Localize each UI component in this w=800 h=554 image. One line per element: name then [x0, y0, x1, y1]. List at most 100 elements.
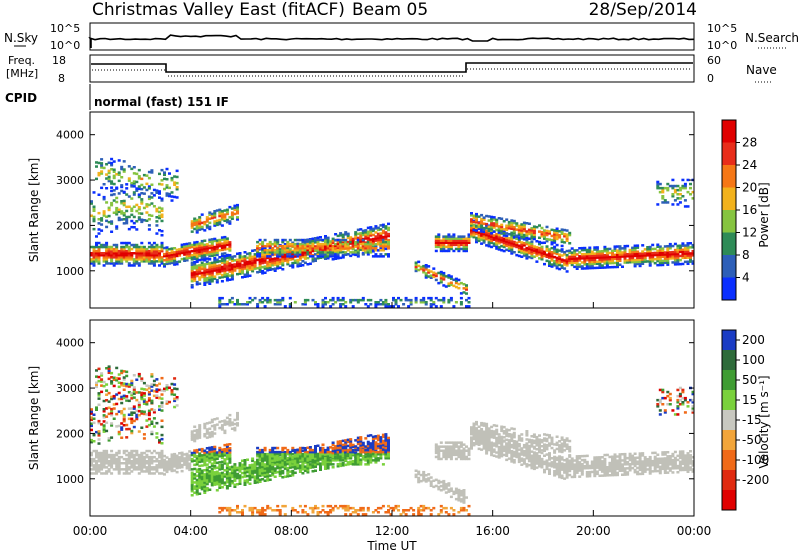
- data-cell: [115, 393, 119, 396]
- data-cell: [500, 227, 504, 231]
- data-cell: [293, 455, 297, 458]
- data-cell: [465, 288, 468, 291]
- data-cell: [273, 446, 277, 450]
- data-cell: [140, 410, 144, 413]
- data-cell: [324, 249, 327, 252]
- data-cell: [263, 459, 267, 462]
- data-cell: [193, 449, 197, 452]
- data-cell: [160, 247, 164, 251]
- data-cell: [366, 247, 370, 250]
- data-cell: [195, 428, 199, 432]
- data-cell: [180, 257, 184, 261]
- data-cell: [276, 458, 280, 462]
- data-cell: [598, 250, 602, 253]
- data-cell: [142, 249, 146, 253]
- data-cell: [281, 469, 285, 473]
- data-cell: [686, 256, 690, 259]
- data-cell: [296, 261, 300, 264]
- data-cell: [278, 301, 282, 304]
- data-cell: [316, 513, 320, 516]
- data-cell: [301, 249, 305, 252]
- data-cell: [190, 284, 194, 287]
- data-cell: [220, 273, 224, 277]
- data-cell: [334, 455, 338, 458]
- data-cell: [344, 445, 348, 448]
- data-cell: [198, 224, 202, 227]
- data-cell: [183, 461, 187, 464]
- data-cell: [381, 231, 385, 235]
- data-cell: [311, 258, 315, 261]
- data-cell: [510, 223, 514, 226]
- data-cell: [517, 238, 521, 241]
- data-cell: [246, 474, 249, 478]
- data-cell: [656, 180, 660, 184]
- data-cell: [686, 246, 690, 249]
- data-cell: [512, 227, 516, 231]
- data-cell: [543, 235, 546, 238]
- data-cell: [543, 250, 546, 254]
- data-cell: [246, 256, 249, 260]
- data-cell: [588, 258, 592, 262]
- data-cell: [175, 196, 179, 199]
- data-cell: [658, 257, 662, 261]
- data-cell: [359, 238, 363, 241]
- data-cell: [303, 465, 307, 468]
- data-cell: [145, 455, 149, 459]
- data-cell: [256, 459, 260, 462]
- data-cell: [251, 473, 255, 477]
- data-cell: [165, 186, 169, 189]
- data-cell: [321, 303, 325, 306]
- data-cell: [611, 251, 614, 255]
- data-cell: [165, 386, 169, 389]
- data-cell: [510, 237, 514, 241]
- data-cell: [92, 468, 96, 471]
- data-cell: [555, 258, 559, 262]
- data-cell: [137, 264, 141, 267]
- data-cell: [158, 260, 161, 263]
- data-cell: [598, 256, 602, 259]
- data-cell: [238, 262, 242, 265]
- data-cell: [225, 464, 229, 468]
- data-cell: [147, 262, 151, 265]
- data-cell: [482, 228, 486, 232]
- data-cell: [298, 244, 302, 248]
- data-cell: [490, 245, 494, 249]
- data-cell: [117, 260, 121, 263]
- data-cell: [223, 244, 227, 247]
- data-cell: [228, 451, 232, 454]
- data-cell: [210, 280, 214, 283]
- data-cell: [334, 253, 338, 256]
- nave-trace: [92, 68, 692, 77]
- data-cell: [278, 255, 282, 258]
- data-cell: [163, 173, 166, 176]
- data-cell: [611, 249, 614, 253]
- data-cell: [291, 465, 295, 469]
- data-cell: [558, 236, 562, 239]
- data-cell: [263, 247, 267, 250]
- data-cell: [628, 252, 632, 256]
- data-cell: [351, 511, 355, 514]
- data-cell: [163, 252, 166, 256]
- data-cell: [303, 249, 307, 252]
- data-cell: [158, 455, 161, 459]
- data-cell: [268, 478, 272, 481]
- data-cell: [334, 233, 338, 236]
- data-cell: [261, 249, 265, 253]
- data-cell: [205, 262, 209, 266]
- data-cell: [505, 238, 509, 241]
- data-cell: [120, 202, 124, 205]
- data-cell: [175, 462, 179, 466]
- data-cell: [364, 303, 368, 306]
- data-cell: [641, 254, 645, 257]
- data-cell: [145, 388, 149, 391]
- data-cell: [218, 468, 222, 471]
- data-cell: [379, 244, 383, 248]
- data-cell: [147, 409, 151, 413]
- data-cell: [105, 460, 109, 463]
- data-cell: [258, 298, 262, 302]
- data-cell: [215, 264, 219, 268]
- data-cell: [248, 509, 252, 512]
- data-cell: [223, 275, 227, 278]
- data-cell: [507, 233, 511, 236]
- data-cell: [595, 266, 599, 270]
